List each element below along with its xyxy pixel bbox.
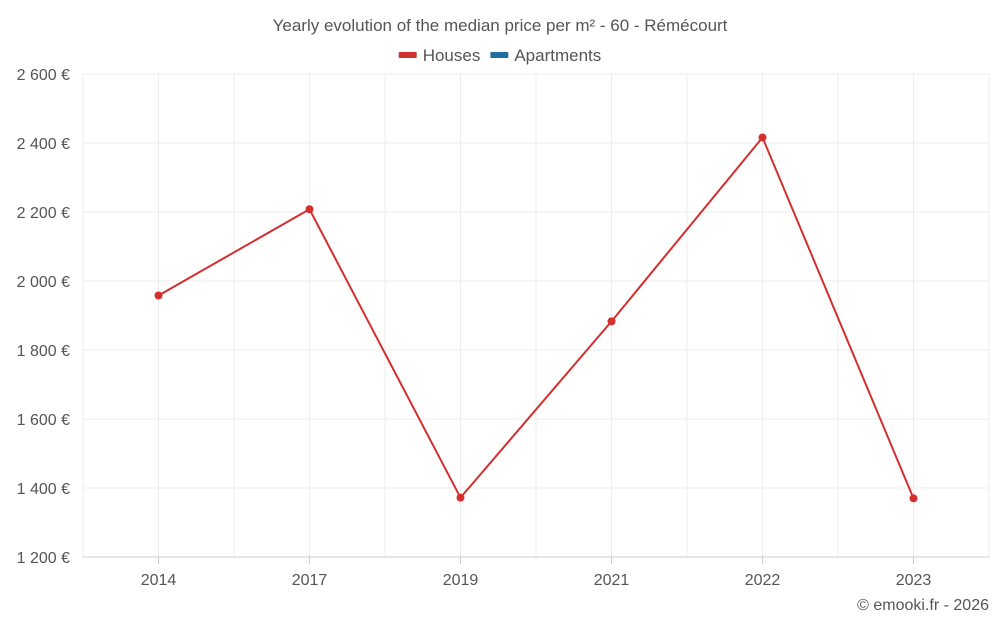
x-tick-label: 2014 xyxy=(141,572,177,589)
y-tick-label: 1 400 € xyxy=(17,481,70,498)
legend-label: Houses xyxy=(423,46,481,65)
data-point-houses[interactable] xyxy=(456,493,465,502)
y-tick-label: 2 000 € xyxy=(17,274,70,291)
legend-swatch xyxy=(490,52,509,58)
legend-item-houses[interactable]: Houses xyxy=(398,46,481,65)
y-tick-label: 2 400 € xyxy=(17,136,70,153)
data-point-houses[interactable] xyxy=(909,494,918,503)
grid xyxy=(82,73,990,557)
chart-title: Yearly evolution of the median price per… xyxy=(273,16,728,35)
series-layer xyxy=(154,133,918,503)
y-tick-label: 1 200 € xyxy=(17,550,70,567)
y-tick-label: 2 200 € xyxy=(17,205,70,222)
data-point-houses[interactable] xyxy=(758,133,767,142)
y-tick-label: 2 600 € xyxy=(17,67,70,84)
data-point-houses[interactable] xyxy=(607,317,616,326)
x-axis: 2014 2017 2019 2021 2022 2023 xyxy=(83,556,989,589)
data-point-houses[interactable] xyxy=(305,205,314,214)
legend-item-apartments[interactable]: Apartments xyxy=(490,46,601,65)
data-point-houses[interactable] xyxy=(154,291,163,300)
y-axis: 1 200 € 1 400 € 1 600 € 1 800 € 2 000 € 2 200… xyxy=(17,67,70,567)
y-tick-label: 1 600 € xyxy=(17,412,70,429)
x-tick-label: 2017 xyxy=(292,572,328,589)
legend: Houses Apartments xyxy=(398,46,601,65)
series-line-houses xyxy=(158,136,915,499)
y-tick-label: 1 800 € xyxy=(17,343,70,360)
x-tick-label: 2019 xyxy=(443,572,479,589)
legend-swatch xyxy=(398,52,417,58)
x-tick-label: 2023 xyxy=(896,572,932,589)
legend-label: Apartments xyxy=(514,46,601,65)
x-tick-label: 2021 xyxy=(594,572,630,589)
credit-text: © emooki.fr - 2026 xyxy=(857,597,989,614)
x-tick-label: 2022 xyxy=(745,572,781,589)
